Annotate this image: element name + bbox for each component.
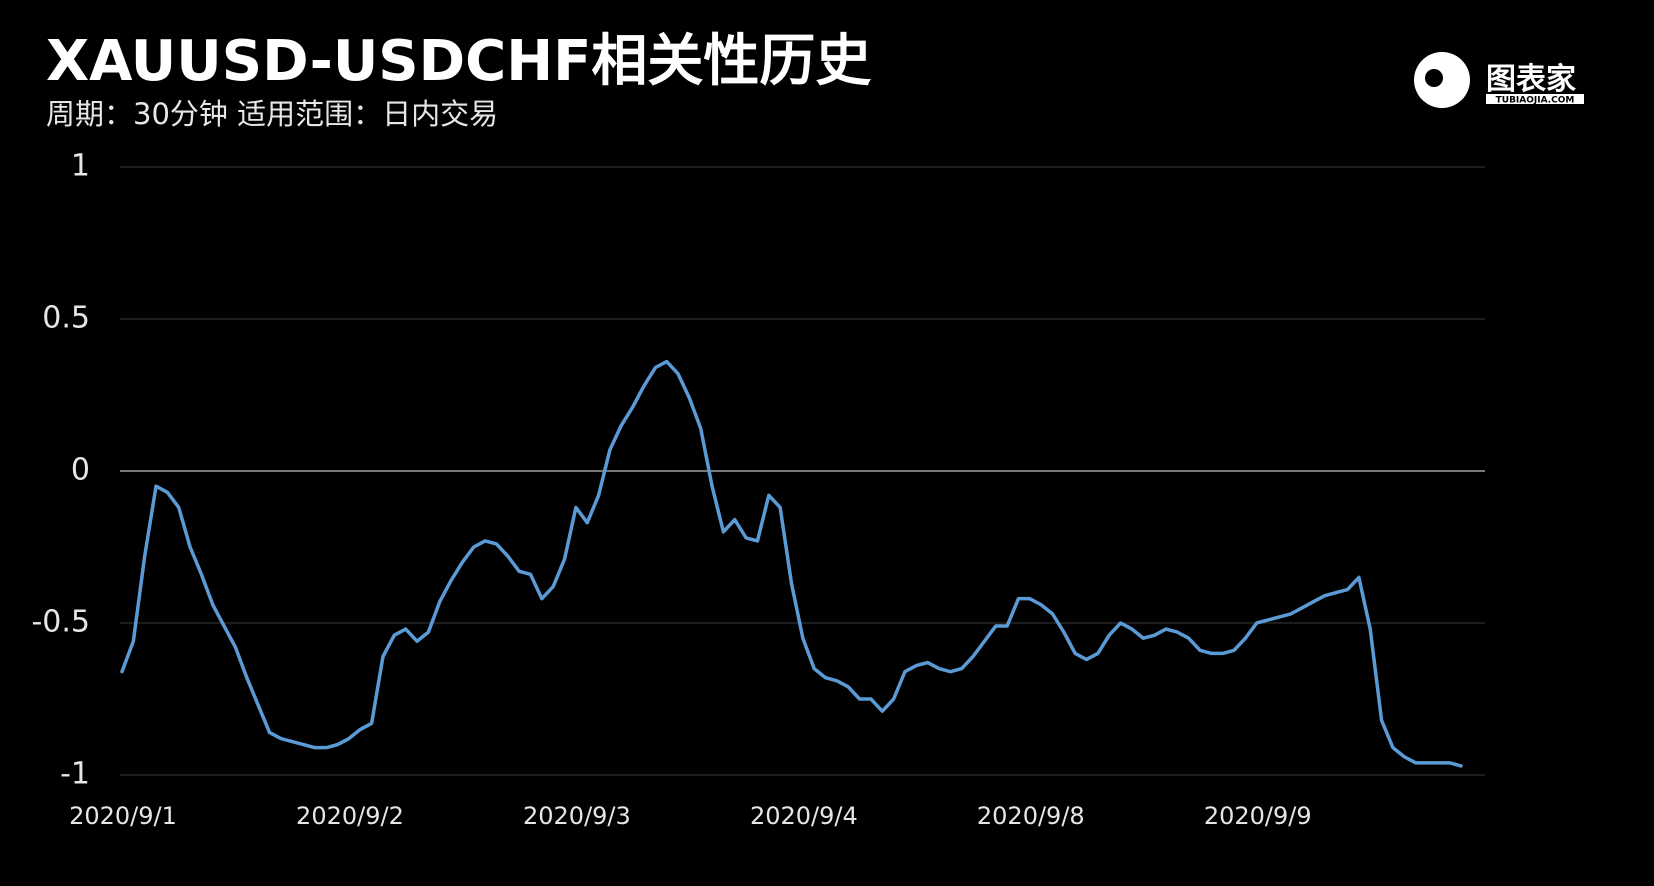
x-tick-label: 2020/9/8 [977,802,1085,830]
y-tick-label: 0 [71,453,90,488]
brand-name: 图表家 [1486,62,1576,97]
x-tick-label: 2020/9/1 [69,802,177,830]
x-tick-label: 2020/9/2 [296,802,404,830]
y-tick-label: -1 [60,757,90,792]
x-tick-label: 2020/9/3 [523,802,631,830]
brand-url: TUBIAOJIA.COM [1496,96,1575,106]
chart-title: XAUUSD-USDCHF相关性历史 [46,29,871,94]
y-tick-label: 1 [71,149,90,184]
data-line [120,359,1463,768]
logo-icon-detail [1425,69,1443,87]
brand-logo: 图表家 TUBIAOJIA.COM [1414,52,1584,108]
y-tick-label: 0.5 [42,301,90,336]
x-tick-label: 2020/9/4 [750,802,858,830]
chart-subtitle: 周期：30分钟 适用范围：日内交易 [46,97,498,131]
y-tick-label: -0.5 [31,605,90,640]
brand-bar [1486,94,1584,104]
x-tick-label: 2020/9/9 [1204,802,1312,830]
